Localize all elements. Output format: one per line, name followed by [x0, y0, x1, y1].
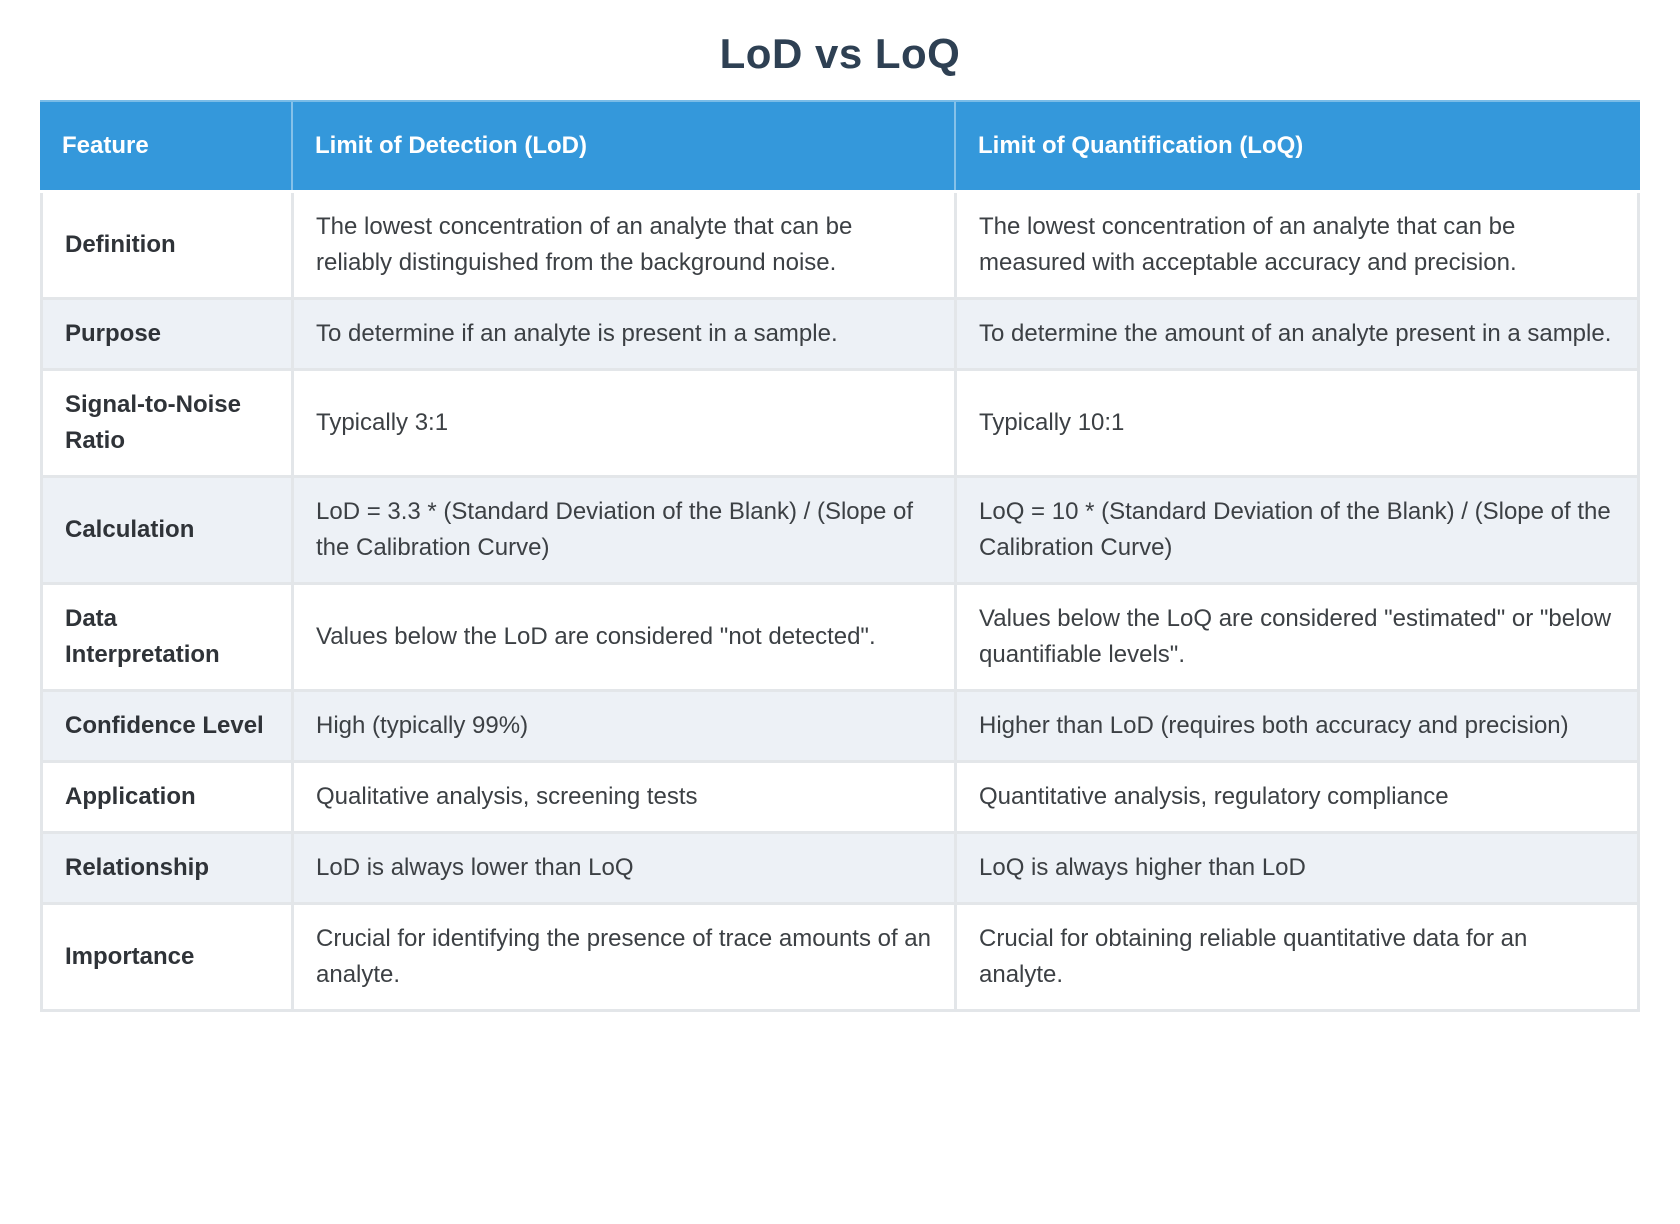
column-header-lod: Limit of Detection (LoD) — [291, 102, 954, 190]
lod-cell: The lowest concentration of an analyte t… — [294, 193, 954, 297]
table-row-confidence-level: Confidence Level High (typically 99%) Hi… — [43, 692, 1637, 760]
lod-cell: Typically 3:1 — [294, 371, 954, 475]
lod-cell: LoD is always lower than LoQ — [294, 834, 954, 902]
feature-label: Definition — [43, 193, 291, 297]
feature-label: Importance — [43, 905, 291, 1009]
table-row-relationship: Relationship LoD is always lower than Lo… — [43, 834, 1637, 902]
loq-cell: Quantitative analysis, regulatory compli… — [957, 763, 1637, 831]
feature-label: Confidence Level — [43, 692, 291, 760]
comparison-table: Feature Limit of Detection (LoD) Limit o… — [40, 100, 1640, 1012]
lod-cell: Qualitative analysis, screening tests — [294, 763, 954, 831]
loq-cell: To determine the amount of an analyte pr… — [957, 300, 1637, 368]
table-body: Definition The lowest concentration of a… — [40, 193, 1640, 1012]
table-header-row: Feature Limit of Detection (LoD) Limit o… — [40, 100, 1640, 190]
loq-cell: The lowest concentration of an analyte t… — [957, 193, 1637, 297]
column-header-feature: Feature — [62, 132, 149, 159]
feature-label: Application — [43, 763, 291, 831]
table-row-purpose: Purpose To determine if an analyte is pr… — [43, 300, 1637, 368]
feature-label: Calculation — [43, 478, 291, 582]
lod-cell: High (typically 99%) — [294, 692, 954, 760]
table-row-calculation: Calculation LoD = 3.3 * (Standard Deviat… — [43, 478, 1637, 582]
loq-cell: Higher than LoD (requires both accuracy … — [957, 692, 1637, 760]
column-header-loq: Limit of Quantification (LoQ) — [954, 102, 1640, 190]
lod-cell: Crucial for identifying the presence of … — [294, 905, 954, 1009]
feature-label: Purpose — [43, 300, 291, 368]
loq-cell: LoQ is always higher than LoD — [957, 834, 1637, 902]
feature-label: Relationship — [43, 834, 291, 902]
feature-label: Signal-to-Noise Ratio — [43, 371, 291, 475]
loq-cell: LoQ = 10 * (Standard Deviation of the Bl… — [957, 478, 1637, 582]
table-row-data-interpretation: Data Interpretation Values below the LoD… — [43, 585, 1637, 689]
page-title: LoD vs LoQ — [719, 30, 961, 77]
loq-cell: Typically 10:1 — [957, 371, 1637, 475]
lod-cell: Values below the LoD are considered "not… — [294, 585, 954, 689]
table-row-definition: Definition The lowest concentration of a… — [43, 193, 1637, 297]
table-row-signal-to-noise-ratio: Signal-to-Noise Ratio Typically 3:1 Typi… — [43, 371, 1637, 475]
loq-cell: Crucial for obtaining reliable quantitat… — [957, 905, 1637, 1009]
loq-cell: Values below the LoQ are considered "est… — [957, 585, 1637, 689]
feature-label: Data Interpretation — [43, 585, 291, 689]
table-row-importance: Importance Crucial for identifying the p… — [43, 905, 1637, 1009]
lod-cell: LoD = 3.3 * (Standard Deviation of the B… — [294, 478, 954, 582]
lod-cell: To determine if an analyte is present in… — [294, 300, 954, 368]
table-row-application: Application Qualitative analysis, screen… — [43, 763, 1637, 831]
